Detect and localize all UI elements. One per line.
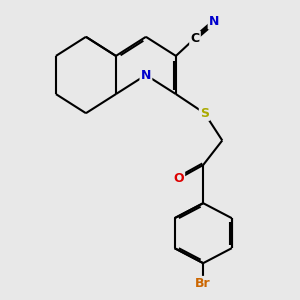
Text: N: N: [141, 68, 151, 82]
Text: S: S: [200, 107, 209, 120]
Text: O: O: [173, 172, 184, 185]
Text: N: N: [209, 15, 219, 28]
Text: Br: Br: [195, 277, 211, 290]
Text: C: C: [190, 32, 200, 45]
